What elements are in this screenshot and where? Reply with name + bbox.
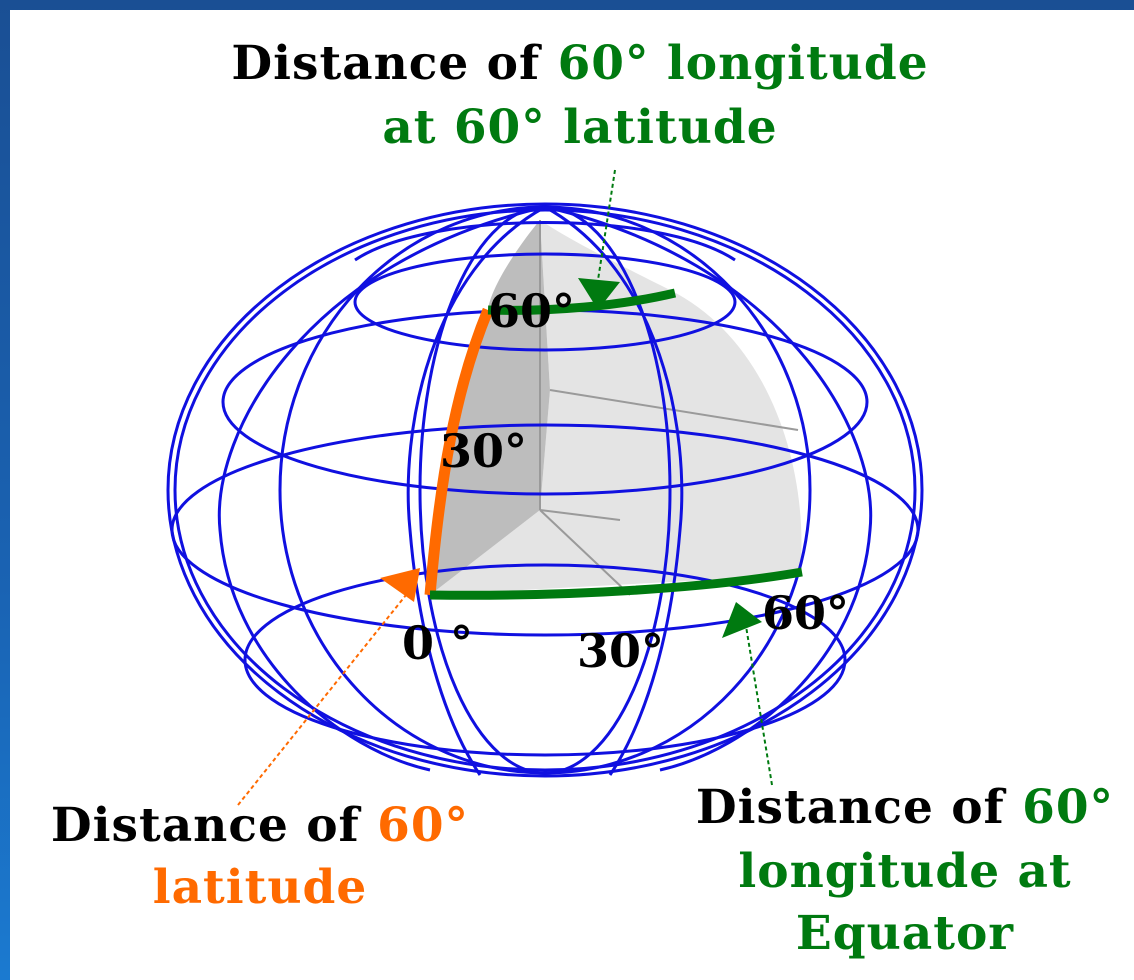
latitude-line-equator <box>170 423 920 637</box>
caption-left-line2: latitude <box>152 860 368 915</box>
caption-left-highlight: 60° <box>377 798 470 853</box>
arrowhead-right <box>722 602 762 638</box>
longitude-line-4 <box>544 205 873 772</box>
latitude-line-30s <box>243 563 847 757</box>
caption-top: Distance of 60° longitude <box>190 36 970 91</box>
angle-label-lon-60: 60° <box>762 586 850 640</box>
wedge-edge-center-30 <box>539 509 631 596</box>
caption-right: Distance of 60° <box>680 780 1130 835</box>
globe-outline-inner <box>173 208 917 772</box>
caption-right-line3: Equator <box>795 906 1015 961</box>
caption-top-prefix: Distance of <box>231 36 558 91</box>
globe-outline <box>166 202 924 778</box>
wedge-edge-center-lat <box>539 509 621 521</box>
angle-label-lat-60: 60° <box>488 284 576 338</box>
angle-label-lon-30: 30° <box>577 624 665 678</box>
wedge-light-face <box>430 220 802 595</box>
caption-left-prefix: Distance of <box>50 798 378 853</box>
arrowhead-left <box>380 568 420 602</box>
longitude-line-3 <box>217 205 546 772</box>
arc-60-longitude-at-equator <box>429 567 803 600</box>
longitude-line-6 <box>544 205 684 776</box>
latitude-line-60n <box>353 252 737 352</box>
pointer-top <box>597 169 616 281</box>
latitude-line-high <box>354 221 736 262</box>
caption-top-highlight: 60° longitude <box>557 36 929 91</box>
longitude-line-5 <box>406 205 546 776</box>
caption-top-line2: at 60° latitude <box>382 100 778 155</box>
graticule <box>166 202 924 778</box>
caption-right-prefix: Distance of <box>695 780 1023 835</box>
caption-left: Distance of 60° <box>30 798 490 853</box>
globe-diagram <box>166 169 924 806</box>
arc-60-latitude <box>424 307 494 596</box>
arc-60-longitude-at-60-latitude <box>487 288 677 315</box>
arrowhead-top <box>578 278 620 310</box>
caption-right-line2: longitude at <box>738 844 1072 899</box>
slide: 60° 30° 0 ° 30° 60° Distance of 60° long… <box>10 10 1134 980</box>
pointer-left <box>237 589 411 806</box>
caption-right-highlight: 60° <box>1022 780 1115 835</box>
angle-label-lon-0: 0 ° <box>402 616 474 670</box>
angle-label-lat-30: 30° <box>440 424 528 478</box>
